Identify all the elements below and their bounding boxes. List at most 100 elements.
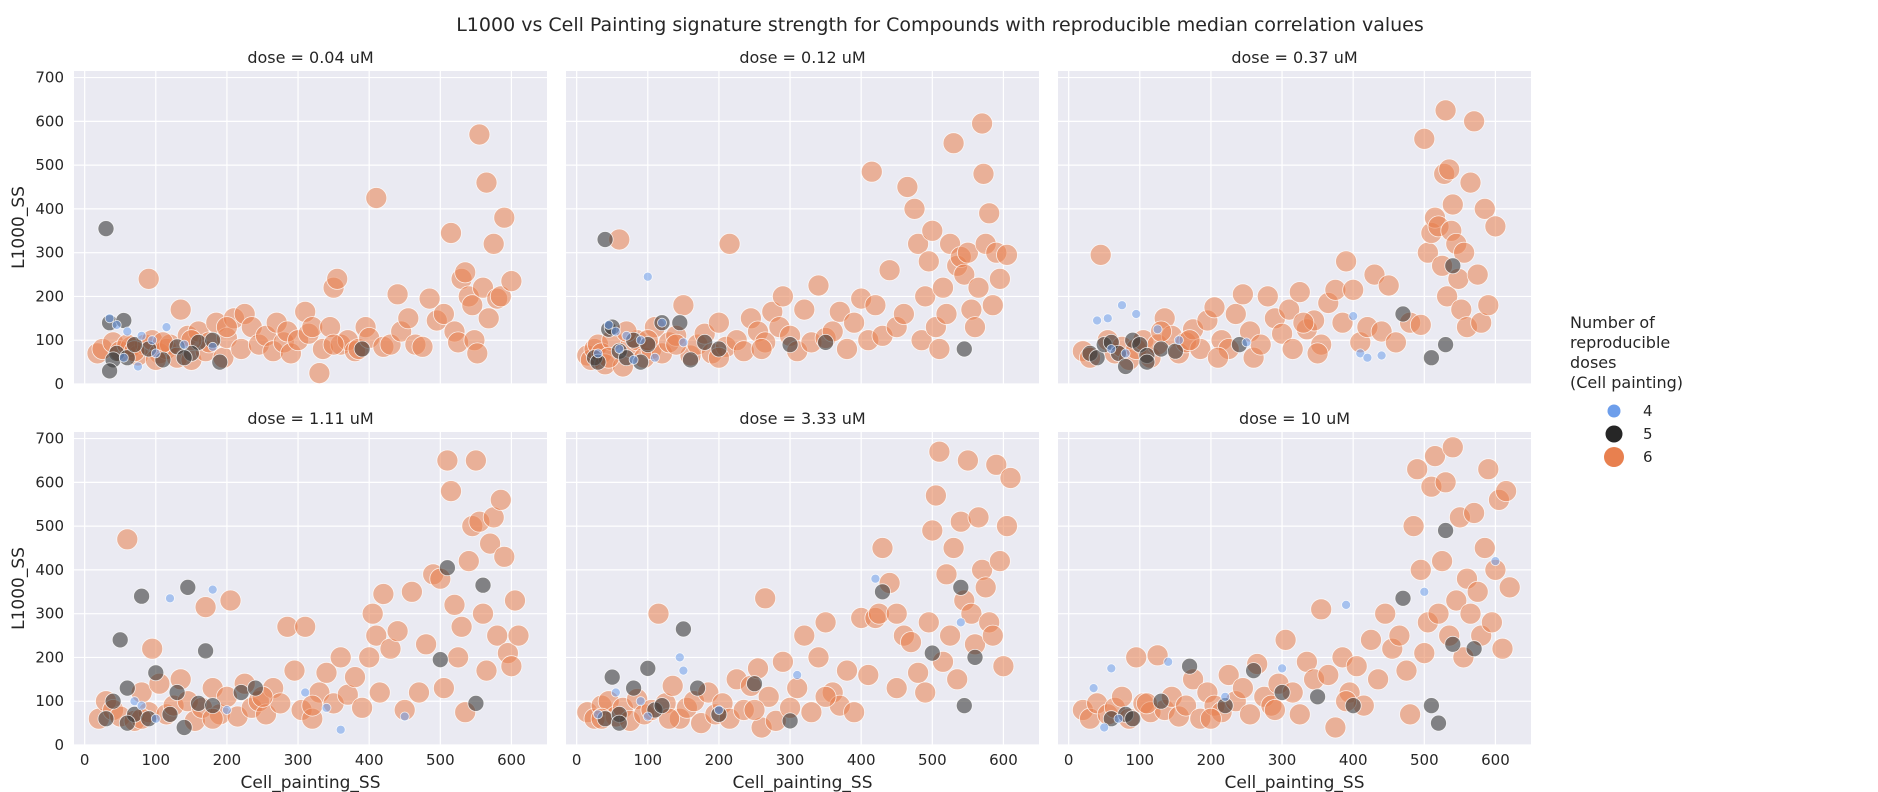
data-point-4-doses: [1355, 348, 1366, 359]
data-point-6-doses: [454, 261, 477, 284]
data-point-4-doses: [674, 652, 685, 663]
data-point-6-doses: [411, 335, 434, 358]
data-point-6-doses: [1406, 458, 1429, 481]
data-point-6-doses: [457, 550, 480, 572]
data-point-5-doses: [1465, 640, 1483, 658]
data-point-6-doses: [1459, 602, 1482, 625]
data-point-6-doses: [786, 677, 809, 699]
data-point-6-doses: [1278, 298, 1301, 321]
data-point-4-doses: [221, 705, 232, 715]
data-point-4-doses: [1088, 683, 1099, 693]
data-point-5-doses: [625, 679, 642, 697]
legend-label: 5: [1643, 425, 1653, 443]
data-point-6-doses: [757, 685, 780, 708]
data-point-5-doses: [671, 314, 689, 332]
data-point-4-doses: [610, 326, 621, 337]
data-point-6-doses: [1498, 576, 1521, 599]
x-tick-label: 600: [989, 751, 1018, 769]
data-point-6-doses: [935, 563, 958, 586]
data-point-6-doses: [493, 545, 516, 568]
data-point-6-doses: [910, 329, 933, 352]
data-point-5-doses: [955, 340, 973, 358]
data-point-6-doses: [878, 259, 901, 282]
data-point-4-doses: [1241, 337, 1252, 348]
data-point-6-doses: [946, 668, 969, 691]
data-point-5-doses: [1444, 635, 1462, 653]
y-axis-label: L1000_SS: [9, 547, 29, 630]
data-point-6-doses: [843, 701, 865, 724]
y-tick-label: 700: [35, 69, 64, 87]
data-point-5-doses: [474, 576, 492, 594]
data-point-6-doses: [500, 270, 523, 293]
data-point-6-doses: [436, 449, 459, 472]
data-point-6-doses: [386, 283, 409, 306]
data-point-4-doses: [635, 335, 646, 346]
data-point-6-doses: [386, 620, 409, 643]
data-point-4-doses: [955, 617, 966, 628]
data-point-5-doses: [1437, 336, 1454, 354]
data-point-6-doses: [871, 537, 894, 559]
data-point-6-doses: [308, 362, 331, 385]
data-point-6-doses: [932, 276, 954, 299]
data-point-6-doses: [475, 171, 498, 194]
data-point-6-doses: [1377, 274, 1400, 297]
data-point-5-doses: [781, 336, 799, 354]
data-point-4-doses: [642, 271, 653, 282]
data-point-6-doses: [747, 657, 769, 680]
facet-panel-6: dose = 10 uM 0 100 200 300 400 500 600 Cell_pain…: [1058, 409, 1531, 792]
data-point-4-doses: [678, 665, 689, 676]
data-point-6-doses: [672, 294, 695, 317]
data-point-6-doses: [772, 650, 794, 673]
data-point-5-doses: [966, 649, 984, 666]
data-point-5-doses: [204, 697, 222, 714]
legend-marker: [1607, 404, 1621, 418]
data-point-6-doses: [900, 631, 922, 653]
data-point-6-doses: [400, 580, 423, 603]
data-point-6-doses: [960, 602, 983, 625]
data-point-6-doses: [358, 646, 381, 669]
data-point-6-doses: [957, 241, 979, 264]
facet-panel-2: dose = 0.12 uM: [566, 48, 1039, 385]
data-point-6-doses: [921, 219, 944, 242]
data-point-6-doses: [137, 267, 160, 290]
legend-entry-6: 6: [1604, 447, 1653, 467]
data-point-5-doses: [147, 664, 165, 682]
data-point-6-doses: [708, 311, 730, 334]
data-point-6-doses: [1146, 644, 1169, 667]
facet-panel-5: dose = 3.33 uM 0 100 200 300 400 500 600 Cell_pa…: [566, 409, 1039, 792]
data-point-6-doses: [479, 532, 502, 555]
data-point-6-doses: [475, 659, 498, 682]
data-point-6-doses: [989, 267, 1011, 290]
data-point-5-doses: [1245, 662, 1262, 679]
data-point-5-doses: [161, 706, 179, 723]
data-point-6-doses: [432, 677, 455, 699]
data-point-4-doses: [1106, 344, 1117, 354]
data-point-4-doses: [1102, 313, 1113, 324]
data-point-6-doses: [1292, 311, 1315, 334]
data-point-4-doses: [1348, 311, 1359, 322]
data-point-5-doses: [955, 697, 973, 714]
data-point-6-doses: [1484, 215, 1507, 238]
data-point-4-doses: [1362, 352, 1373, 363]
data-point-5-doses: [1437, 522, 1454, 539]
data-point-5-doses: [1152, 340, 1170, 358]
data-point-6-doses: [1436, 285, 1458, 308]
data-point-4-doses: [1376, 350, 1387, 361]
data-point-5-doses: [1444, 257, 1462, 275]
y-tick-label: 500: [35, 517, 64, 535]
data-point-6-doses: [971, 112, 993, 135]
data-point-5-doses: [1088, 349, 1106, 367]
data-point-6-doses: [942, 132, 965, 155]
y-tick-label: 300: [35, 244, 64, 262]
data-point-6-doses: [967, 276, 990, 299]
data-point-6-doses: [996, 243, 1018, 266]
data-point-6-doses: [967, 506, 990, 529]
data-point-4-doses: [1092, 315, 1102, 326]
data-point-6-doses: [1463, 110, 1485, 133]
data-point-6-doses: [1395, 659, 1418, 682]
data-point-6-doses: [194, 596, 217, 618]
data-point-4-doses: [1113, 713, 1124, 724]
data-point-4-doses: [147, 335, 158, 346]
data-point-6-doses: [1409, 313, 1432, 336]
data-point-6-doses: [1477, 458, 1500, 481]
